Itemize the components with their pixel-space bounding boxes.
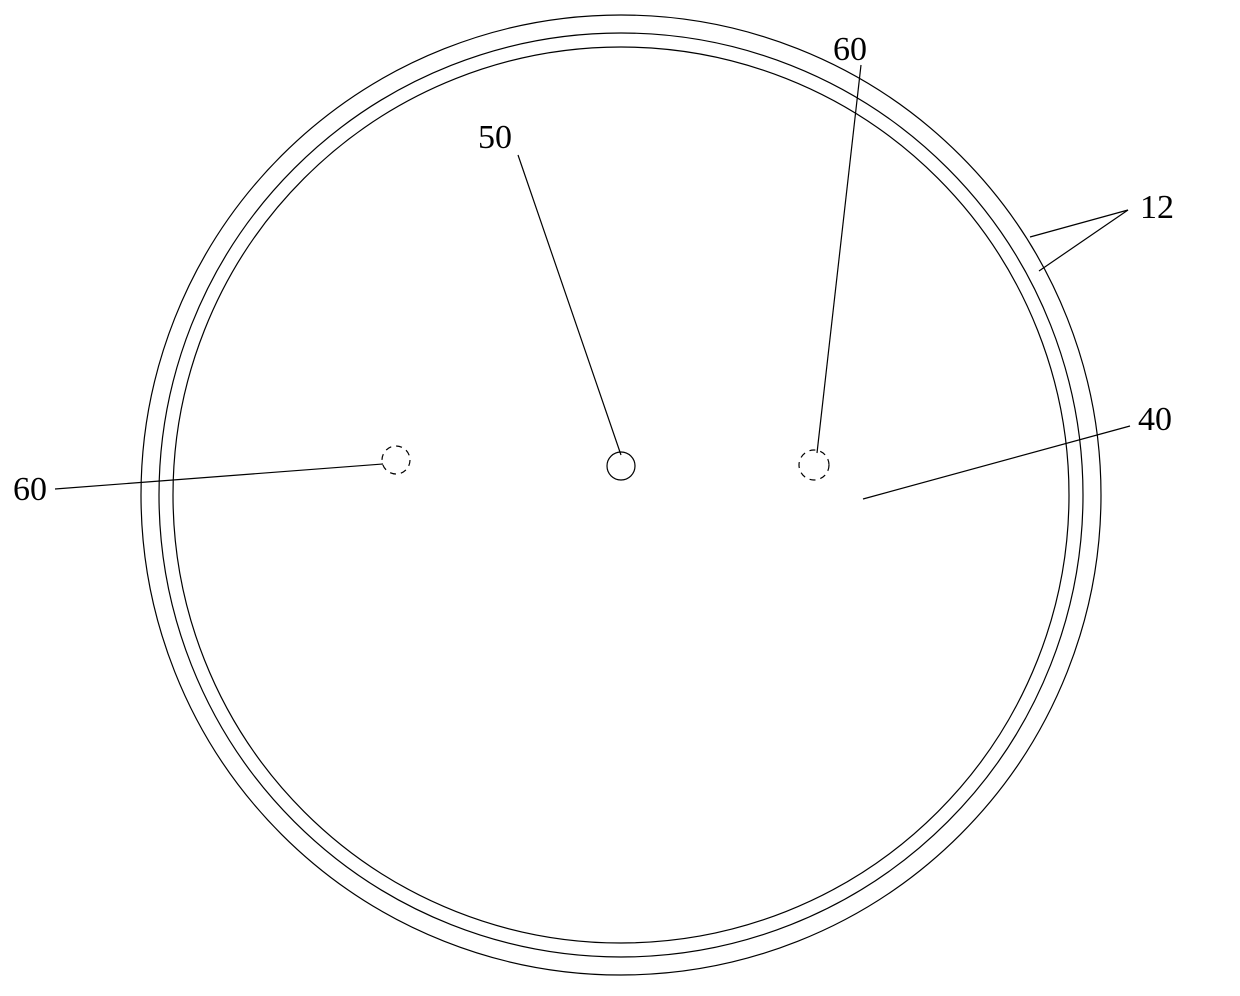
label-12: 12 [1140,189,1174,226]
leader-50 [518,155,621,455]
outer-ring-inner [159,33,1083,957]
technical-diagram: 50 60 12 40 60 [0,0,1240,996]
leader-12-lower [1039,210,1128,271]
top-plate-circle [173,47,1069,943]
hidden-hole-right [799,450,829,480]
center-hole-circle [607,452,635,480]
hidden-hole-left [382,446,410,474]
outer-ring-outer [141,15,1101,975]
leader-60-left [55,464,383,489]
leader-60-top [817,65,861,453]
leader-40 [863,426,1130,499]
label-60-top: 60 [833,31,867,68]
label-60-left: 60 [13,471,47,508]
leader-12-upper [1030,210,1128,237]
label-50: 50 [478,119,512,156]
label-40: 40 [1138,401,1172,438]
